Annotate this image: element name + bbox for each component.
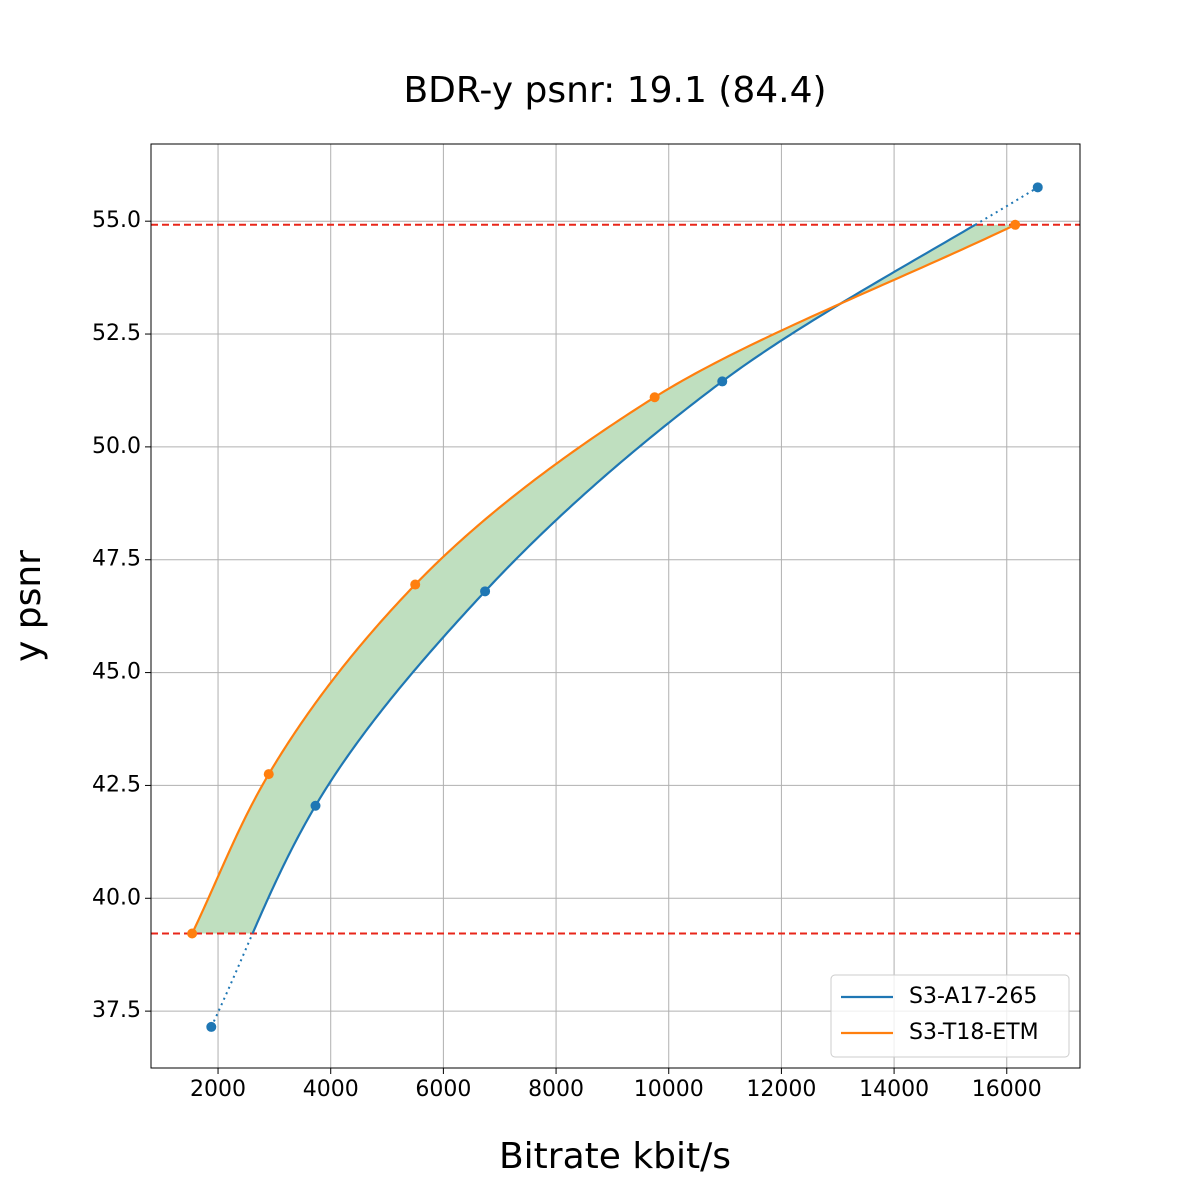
data-point [717,376,728,387]
x-tick-label: 12000 [746,1077,816,1102]
y-tick-label: 42.5 [92,772,141,797]
extrapolated-line [974,186,1039,226]
y-tick-label: 47.5 [92,547,141,572]
data-point [310,800,321,811]
chart-title: BDR-y psnr: 19.1 (84.4) [403,70,826,111]
x-tick-label: 2000 [190,1077,246,1102]
data-point [1010,219,1021,230]
legend-label: S3-A17-265 [909,984,1037,1009]
y-tick-label: 52.5 [92,321,141,346]
series-line [251,223,976,934]
data-point [649,392,660,403]
plot [151,182,1080,1032]
area-between [192,224,1016,934]
y-tick-label: 50.0 [92,434,141,459]
x-tick-label: 6000 [415,1077,471,1102]
axes-frame [150,143,1081,1069]
data-point [410,579,421,590]
x-tick-label: 10000 [634,1077,704,1102]
x-tick-label: 8000 [528,1077,584,1102]
data-point [1032,182,1043,193]
data-point [206,1021,217,1032]
legend-box [830,974,1070,1058]
x-tick-label: 4000 [303,1077,359,1102]
y-tick-label: 37.5 [92,998,141,1023]
y-axis-label: y psnr [8,550,49,662]
y-tick-label: 45.0 [92,660,141,685]
legend: S3-A17-265 S3-T18-ETM [830,974,1070,1058]
series-line [191,223,1016,934]
data-point [263,769,274,780]
x-axis-label: Bitrate kbit/s [499,1136,731,1177]
x-tick-label: 14000 [859,1077,929,1102]
data-point [480,586,491,597]
x-tick-label: 16000 [972,1077,1042,1102]
y-tick-label: 55.0 [92,208,141,233]
data-point [187,928,198,939]
extrapolated-line [210,933,254,1028]
legend-label: S3-T18-ETM [909,1020,1039,1045]
y-tick-label: 40.0 [92,885,141,910]
